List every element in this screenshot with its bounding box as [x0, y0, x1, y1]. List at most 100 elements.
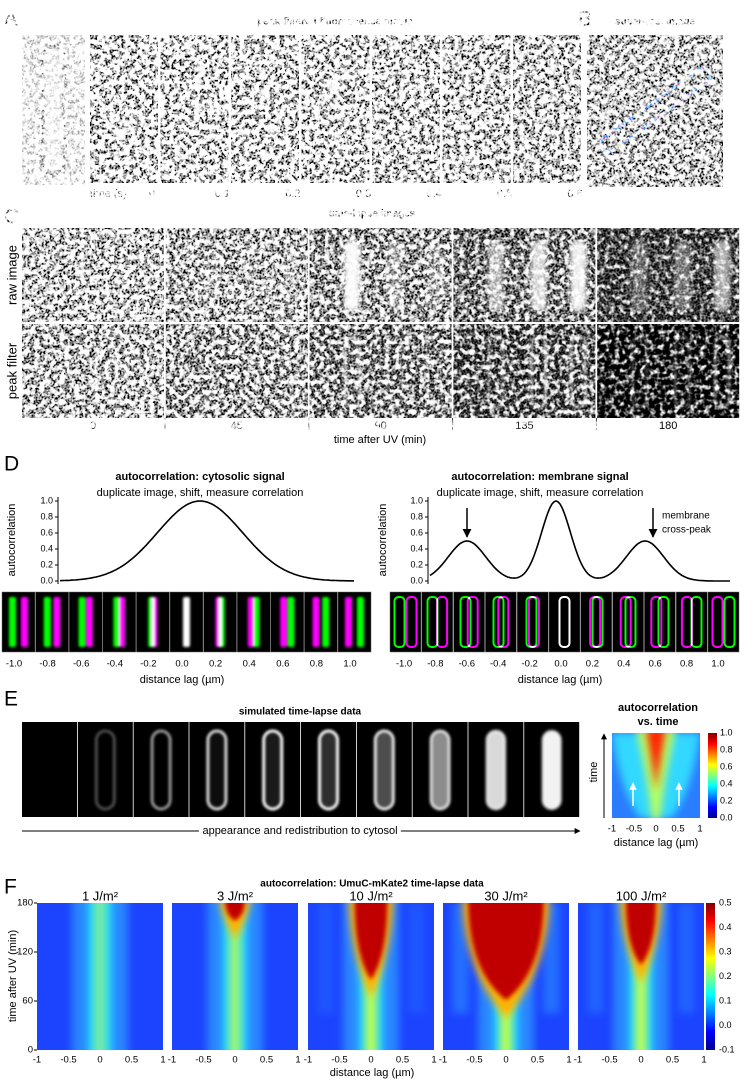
simulated-cell — [94, 729, 116, 811]
image-noise — [231, 35, 299, 183]
y-tick-label: 0.0 — [410, 575, 423, 585]
fluorescent-spot — [196, 65, 203, 72]
y-tick-label: 0.2 — [40, 559, 53, 569]
heatmap-wing — [543, 903, 560, 1014]
dose-label: 100 J/m² — [616, 888, 667, 903]
colorbar-tick-label: 0.5 — [719, 897, 732, 907]
fluorescent-spot — [549, 63, 557, 71]
cell-outline — [711, 596, 724, 648]
cell-bar — [215, 597, 223, 647]
shift-frame — [644, 591, 676, 653]
shift-frame — [548, 591, 581, 653]
shift-overlay — [280, 597, 295, 647]
time-label: 0.3 — [356, 188, 371, 200]
filtered-cell — [386, 335, 404, 409]
cell-outline — [497, 596, 510, 648]
panel-label: F — [4, 876, 17, 899]
fluorescent-spot — [403, 70, 410, 77]
fluorescent-spot — [330, 83, 339, 92]
shift-frame — [516, 591, 549, 653]
colorbar-tick-label: 0.2 — [719, 971, 732, 981]
x-tick-label: 1 — [431, 1055, 436, 1066]
panel-label: A — [4, 8, 18, 31]
x-tick-label: -0.5 — [601, 1055, 617, 1066]
x-tick-label: -0.5 — [466, 1055, 482, 1066]
shift-overlay — [426, 596, 449, 648]
shift-overlay — [183, 597, 190, 647]
image-noise — [513, 35, 581, 183]
simulated-cell — [429, 729, 451, 811]
cell-bar — [78, 597, 86, 647]
y-tick-label: 60 — [22, 996, 33, 1007]
fluorescent-spot — [259, 88, 267, 96]
x-tick-label: -1 — [168, 1055, 176, 1066]
fluorescent-spot — [399, 91, 406, 99]
fluorescent-spot — [325, 81, 332, 89]
time-label: 45 — [231, 420, 243, 432]
y-axis-label: autocorrelation — [6, 504, 18, 577]
panel-label: D — [4, 453, 19, 476]
shift-frame — [35, 591, 69, 653]
plot-title: autocorrelation: membrane signal — [451, 471, 628, 483]
shift-overlay — [345, 597, 364, 647]
time-label: 180 — [659, 420, 677, 432]
simulated-frame — [133, 722, 189, 817]
annotation: membrane — [662, 511, 710, 522]
x-tick-label: 0.2 — [586, 659, 599, 670]
shift-frame — [485, 591, 517, 653]
heatmap-peak — [354, 903, 388, 980]
colorbar-tick-label: 0.2 — [720, 795, 733, 805]
fluorescent-spot — [113, 153, 119, 160]
x-tick-label: 0.0 — [554, 659, 567, 670]
heatmap — [308, 903, 434, 1050]
heatmap — [172, 903, 298, 1050]
fluorescent-spot — [409, 57, 416, 65]
colorbar-tick-label: 0.3 — [719, 946, 732, 956]
cell-bar — [345, 597, 352, 647]
x-tick-label: 0.4 — [617, 659, 630, 670]
fluorescent-spot — [121, 126, 129, 134]
cell-outline — [650, 596, 663, 648]
panel-label: E — [4, 688, 18, 711]
fluorescent-spot — [332, 98, 339, 105]
cell-outline — [527, 596, 540, 648]
x-tick-label: -0.5 — [626, 824, 642, 835]
super-res-spot — [684, 75, 690, 81]
colorbar-tick-label: 0.4 — [719, 922, 732, 932]
colorbar — [706, 903, 715, 1050]
time-label: 0.1 — [215, 188, 230, 200]
x-tick-label: 0 — [368, 1055, 373, 1066]
fluorescent-spot — [196, 78, 203, 85]
shift-overlay — [43, 597, 61, 647]
shift-frame — [68, 591, 103, 653]
scale-bar-label: 1 µm — [132, 305, 150, 314]
x-tick-label: 0 — [503, 1055, 508, 1066]
fluorescent-spot — [478, 121, 486, 129]
filtered-cell — [570, 335, 587, 409]
filtered-cell — [674, 335, 691, 409]
image-noise — [22, 228, 164, 322]
panel-label: C — [4, 206, 19, 229]
y-tick-label: 0 — [28, 1045, 33, 1056]
x-tick-label: 0.8 — [310, 659, 323, 670]
panel-title: peak-filtered fluorescence movie — [257, 17, 413, 28]
simulated-frame — [22, 722, 77, 817]
plot-subtitle: duplicate image, shift, measure correlat… — [97, 487, 304, 499]
x-tick-label: -0.4 — [107, 659, 123, 670]
heatmap-peak — [468, 903, 544, 1001]
x-tick-label: -1.0 — [396, 659, 412, 670]
shift-overlay — [9, 597, 28, 647]
shift-overlay — [312, 597, 330, 647]
raw-cell — [243, 240, 259, 312]
panel-title: simulated time-lapse data — [239, 707, 362, 718]
fluorescent-spot — [399, 124, 408, 132]
shift-overlay — [459, 596, 479, 648]
fluorescent-spot — [473, 107, 481, 115]
heatmap-peak — [625, 903, 657, 965]
x-tick-label: 0.2 — [209, 659, 222, 670]
cell-bar — [21, 597, 28, 647]
panel-title: super-res. image — [615, 17, 695, 28]
x-tick-label: 0.5 — [260, 1055, 273, 1066]
x-tick-label: 0 — [653, 824, 658, 835]
